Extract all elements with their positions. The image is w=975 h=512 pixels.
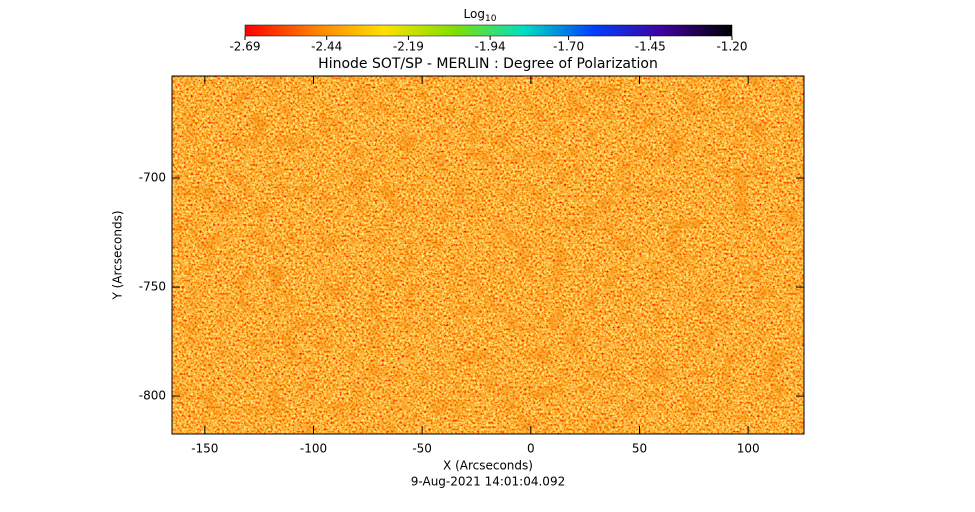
colorbar-label-text: Log [464,7,485,21]
colorbar [244,24,733,37]
x-tick-label: 100 [737,442,760,456]
colorbar-tick-label: -2.69 [229,40,260,54]
y-tick-label: -700 [139,171,166,185]
y-axis-label: Y (Arcseconds) [111,210,125,300]
y-tick-label: -800 [139,389,166,403]
colorbar-tick-label: -2.19 [393,40,424,54]
colorbar-label-subscript: 10 [485,14,497,24]
colorbar-tick-label: -1.94 [475,40,506,54]
image-texture [172,76,804,434]
x-tick-label: -100 [300,442,327,456]
colorbar-tick-label: -1.45 [635,40,666,54]
x-tick-label: -150 [191,442,218,456]
x-axis-label: X (Arcseconds) [443,459,533,473]
colorbar-tick-label: -1.70 [553,40,584,54]
image-panel [171,75,805,435]
x-tick-label: -50 [412,442,432,456]
y-tick-label: -750 [139,280,166,294]
timestamp: 9-Aug-2021 14:01:04.092 [411,475,565,489]
colorbar-tick-label: -1.20 [716,40,747,54]
x-tick-label: 0 [527,442,535,456]
colorbar-tick-label: -2.44 [311,40,342,54]
x-tick-label: 50 [632,442,647,456]
colorbar-label: Log10 [464,7,497,24]
plot-frame [171,75,805,435]
chart-title: Hinode SOT/SP - MERLIN : Degree of Polar… [318,56,658,72]
